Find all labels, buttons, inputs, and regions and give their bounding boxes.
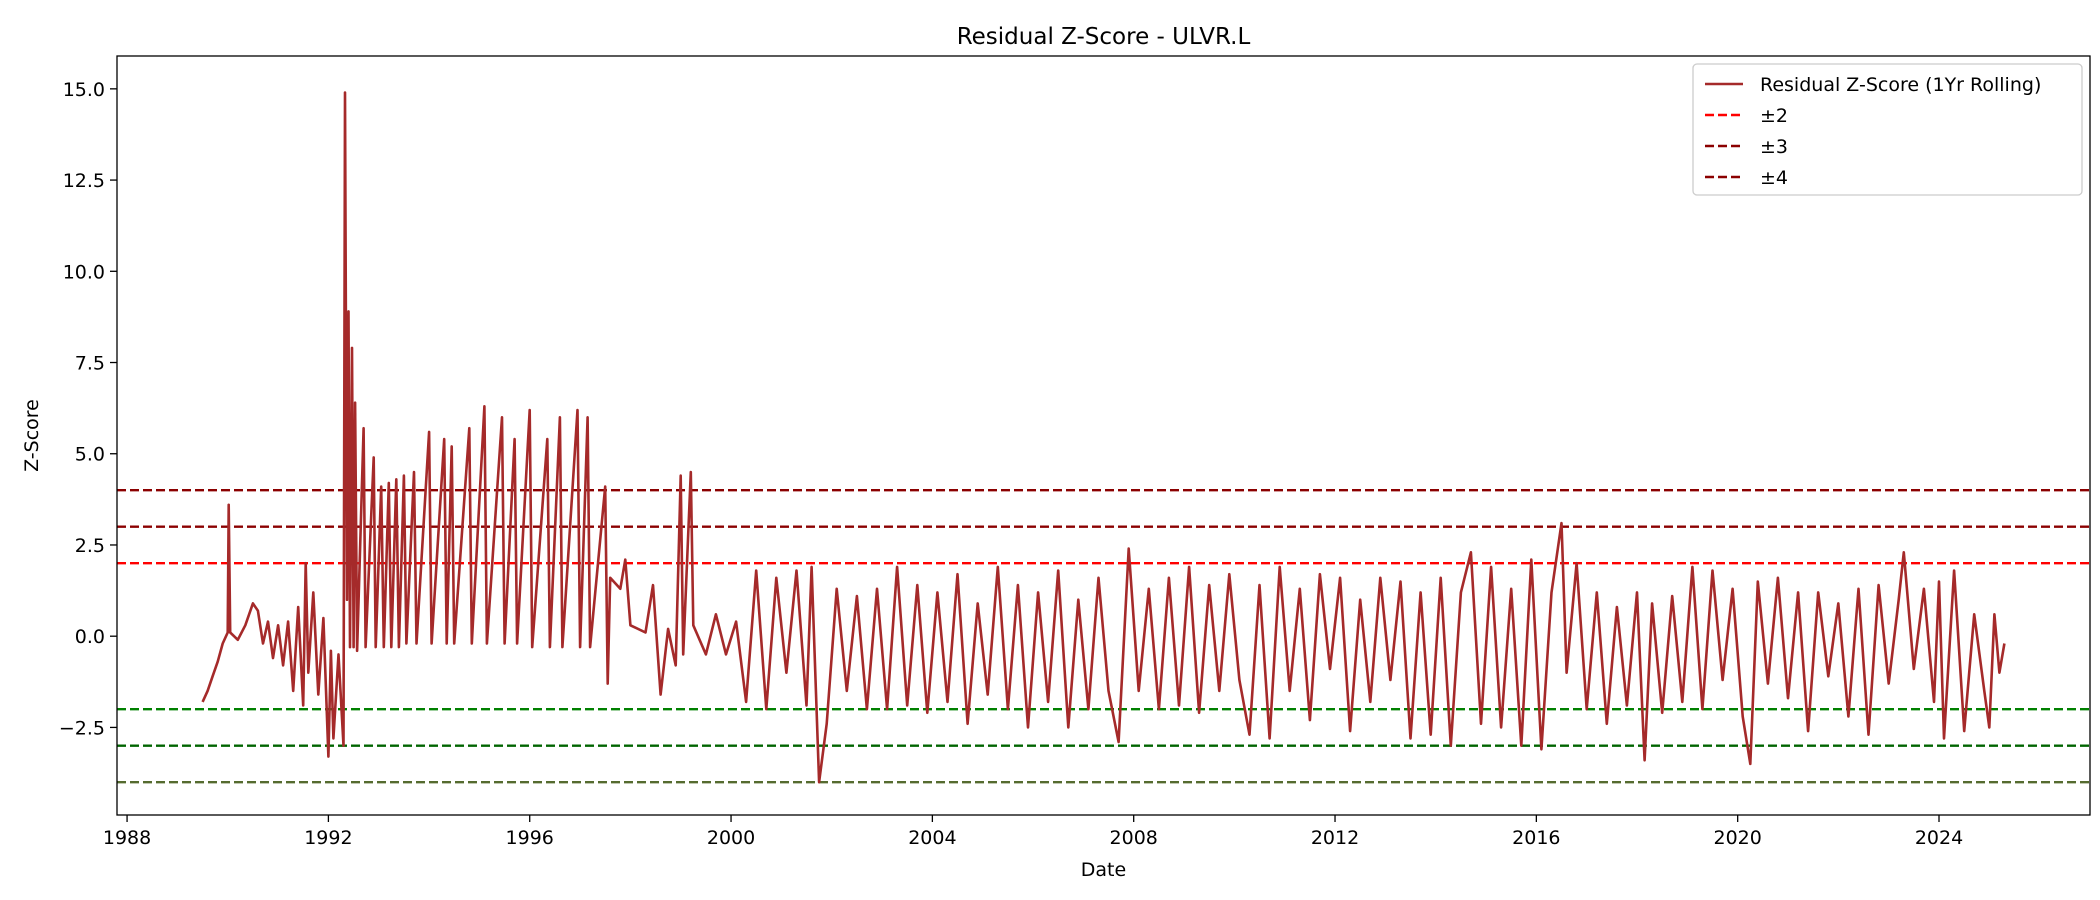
x-tick-label: 1992 (304, 827, 352, 849)
x-tick-label: 2000 (707, 827, 755, 849)
plot-area-frame (116, 55, 2091, 816)
x-axis-label: Date (1081, 859, 1126, 881)
chart-title: Residual Z-Score - ULVR.L (957, 24, 1251, 50)
y-axis-label: Z-Score (21, 399, 43, 472)
x-tick-label: 1996 (506, 827, 554, 849)
x-tick-label: 2020 (1713, 827, 1761, 849)
x-tick-label: 1988 (103, 827, 151, 849)
y-tick-label: 10.0 (63, 261, 105, 283)
legend-box (1692, 63, 2083, 196)
x-tick-label: 2012 (1311, 827, 1359, 849)
x-tick-label: 2016 (1512, 827, 1560, 849)
legend-label: ±4 (1760, 167, 1788, 189)
legend-label: ±3 (1760, 136, 1788, 158)
legend: Residual Z-Score (1Yr Rolling) ±2 ±3 ±4 (1692, 63, 2083, 196)
legend-label: ±2 (1760, 105, 1788, 127)
series-line (201, 91, 2006, 784)
x-tick-label: 2024 (1915, 827, 1963, 849)
y-axis-ticks: −2.5 0.0 2.5 5.0 7.5 10.0 12.5 15.0 (59, 79, 117, 739)
y-tick-label: 2.5 (75, 535, 105, 557)
series-layer (201, 91, 2006, 784)
y-tick-label: 15.0 (63, 79, 105, 101)
legend-label: Residual Z-Score (1Yr Rolling) (1760, 74, 2041, 96)
x-tick-label: 2008 (1110, 827, 1158, 849)
y-tick-label: 12.5 (63, 170, 105, 192)
y-tick-label: 0.0 (75, 626, 105, 648)
y-tick-label: −2.5 (59, 717, 105, 739)
x-axis-ticks: 1988 1992 1996 2000 2004 2008 2012 2016 2020 2024 (103, 815, 1963, 849)
x-tick-label: 2004 (908, 827, 956, 849)
y-tick-label: 7.5 (75, 353, 105, 375)
y-tick-label: 5.0 (75, 444, 105, 466)
